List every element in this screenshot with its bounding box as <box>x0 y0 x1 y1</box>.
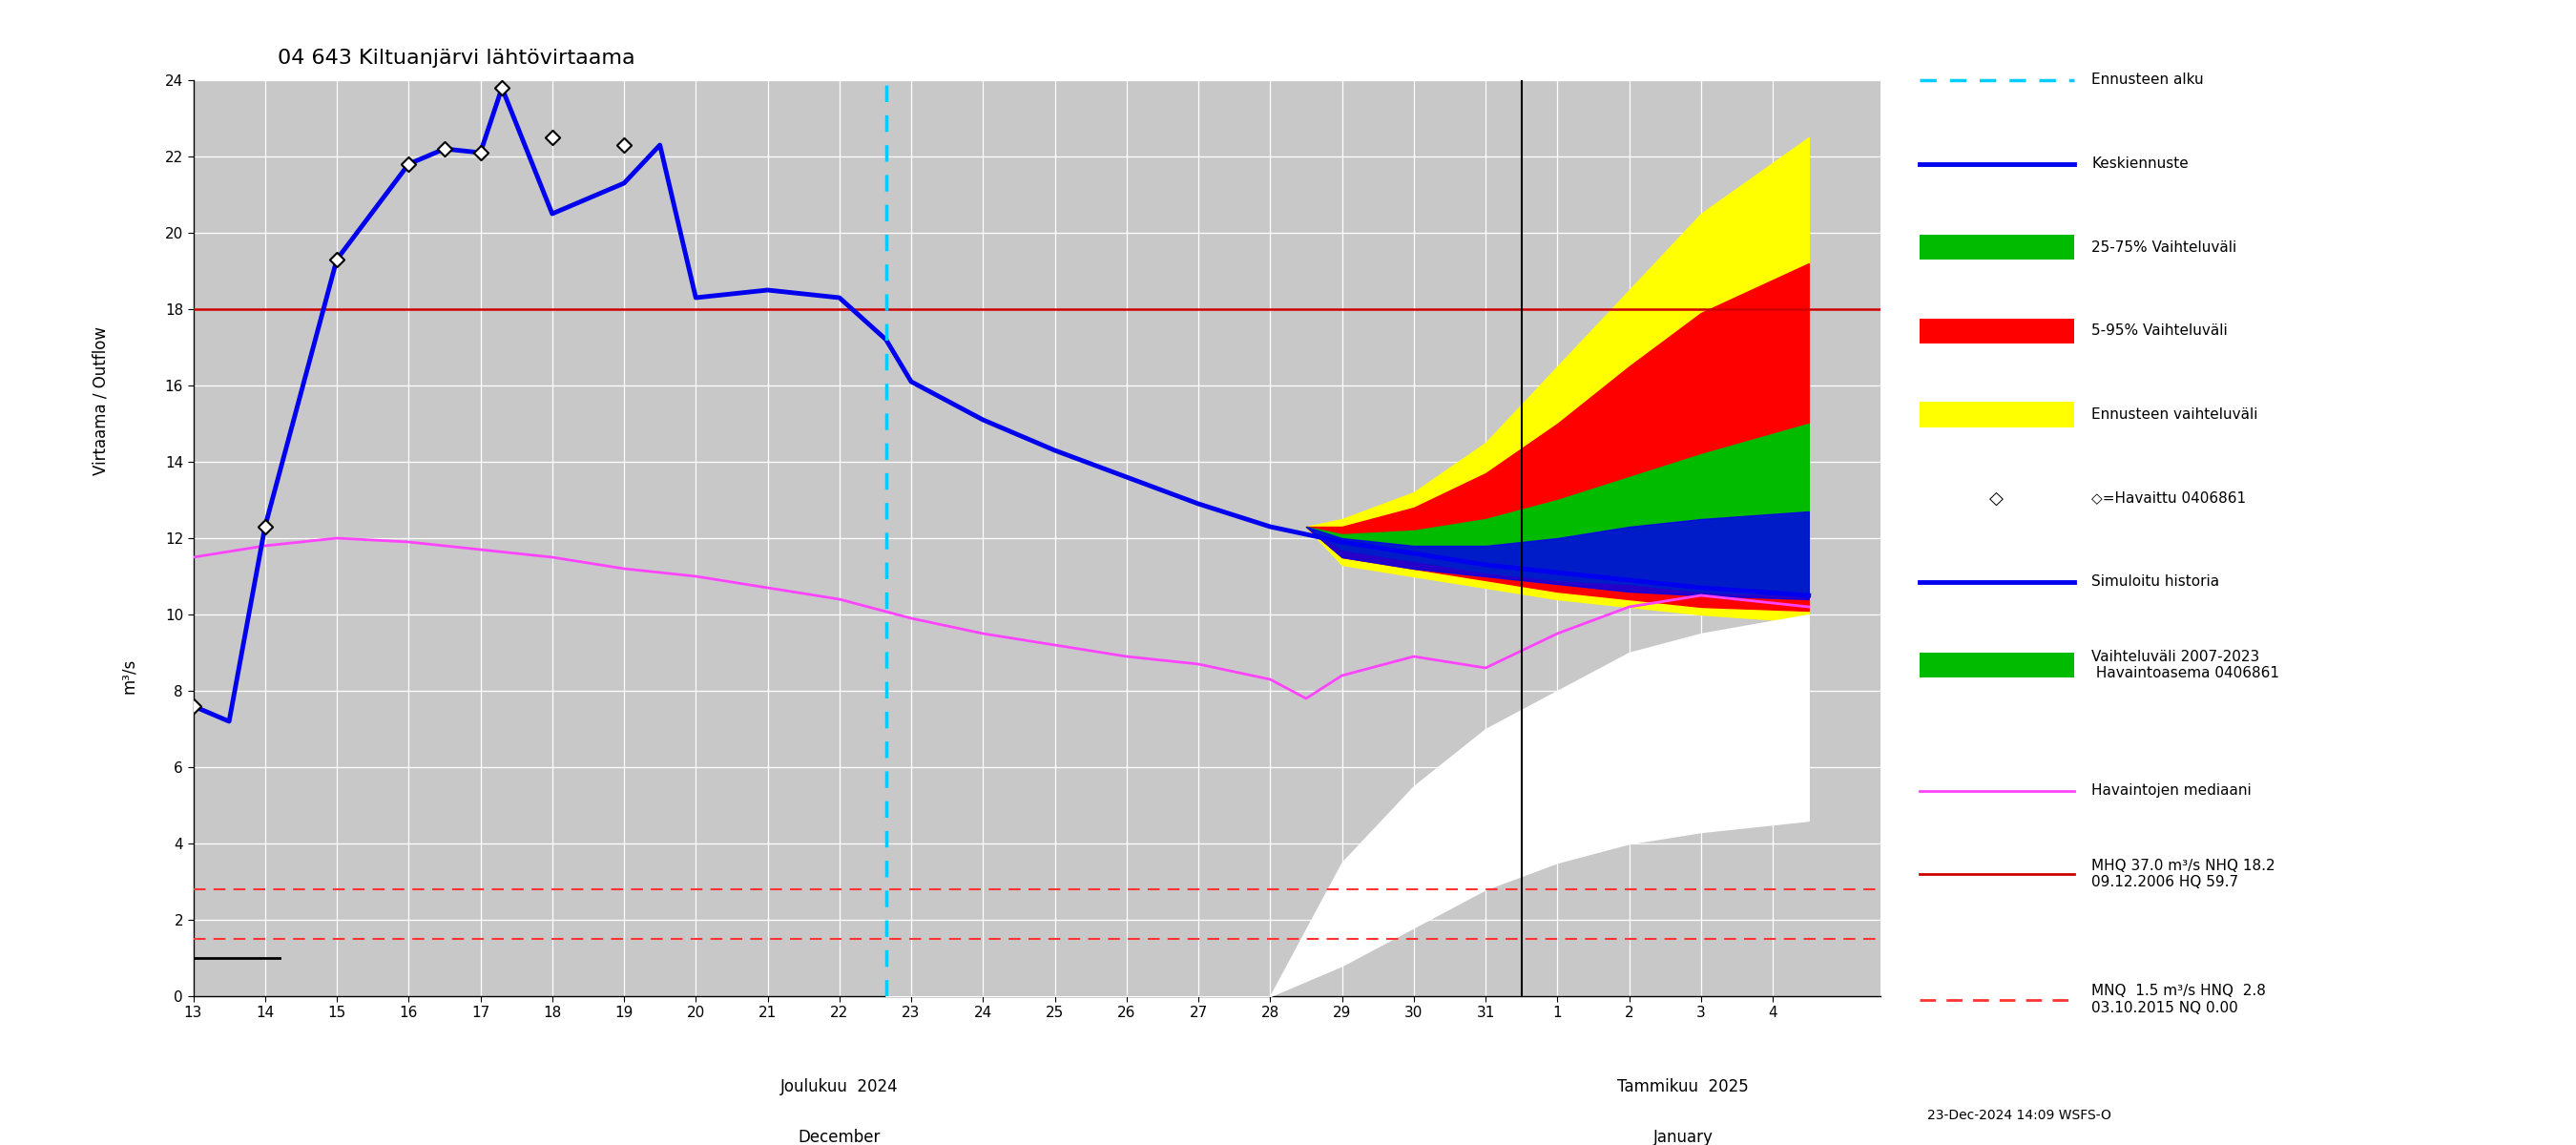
Text: 04 643 Kiltuanjärvi lähtövirtaama: 04 643 Kiltuanjärvi lähtövirtaama <box>278 49 634 68</box>
Text: 5-95% Vaihteluväli: 5-95% Vaihteluväli <box>2092 324 2228 338</box>
Point <box>603 136 644 155</box>
Text: January: January <box>1654 1129 1713 1145</box>
Text: Keskiennuste: Keskiennuste <box>2092 157 2190 171</box>
Text: Tammikuu  2025: Tammikuu 2025 <box>1618 1079 1749 1096</box>
Point <box>173 697 214 716</box>
Point <box>531 128 572 147</box>
Text: 25-75% Vaihteluväli: 25-75% Vaihteluväli <box>2092 240 2236 254</box>
Text: Ennusteen alku: Ennusteen alku <box>2092 73 2205 87</box>
Text: Vaihteluväli 2007-2023
 Havaintoasema 0406861: Vaihteluväli 2007-2023 Havaintoasema 040… <box>2092 649 2280 680</box>
Text: Ennusteen vaihteluväli: Ennusteen vaihteluväli <box>2092 408 2259 421</box>
Text: 23-Dec-2024 14:09 WSFS-O: 23-Dec-2024 14:09 WSFS-O <box>1927 1108 2110 1122</box>
Text: ◇=Havaittu 0406861: ◇=Havaittu 0406861 <box>2092 491 2246 505</box>
Text: m³/s: m³/s <box>121 657 137 694</box>
Point <box>389 155 430 173</box>
Text: Virtaama / Outflow: Virtaama / Outflow <box>93 326 108 475</box>
Text: ◇: ◇ <box>1989 489 2004 507</box>
Text: MNQ  1.5 m³/s HNQ  2.8
03.10.2015 NQ 0.00: MNQ 1.5 m³/s HNQ 2.8 03.10.2015 NQ 0.00 <box>2092 984 2267 1014</box>
Point <box>482 79 523 97</box>
Text: Simuloitu historia: Simuloitu historia <box>2092 575 2221 589</box>
Text: Havaintojen mediaani: Havaintojen mediaani <box>2092 783 2251 798</box>
Point <box>425 140 466 158</box>
Point <box>317 251 358 269</box>
Text: December: December <box>799 1129 881 1145</box>
Point <box>245 518 286 536</box>
Text: MHQ 37.0 m³/s NHQ 18.2
09.12.2006 HQ 59.7: MHQ 37.0 m³/s NHQ 18.2 09.12.2006 HQ 59.… <box>2092 859 2275 890</box>
Text: Joulukuu  2024: Joulukuu 2024 <box>781 1079 899 1096</box>
Point <box>459 143 500 161</box>
